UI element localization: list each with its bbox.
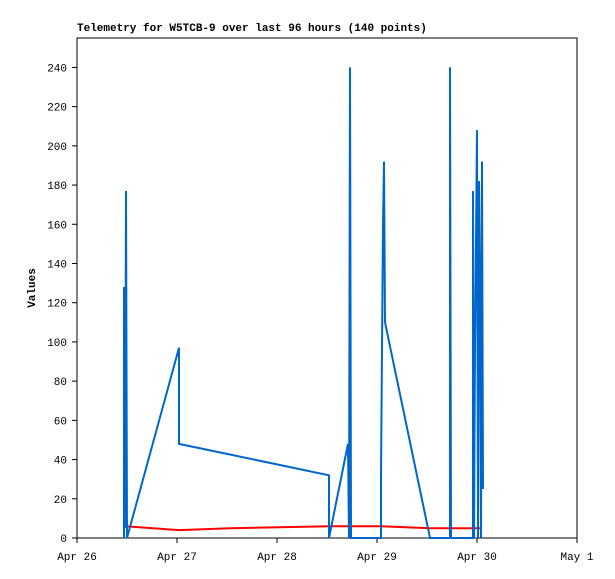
y-tick-label: 140: [47, 259, 67, 271]
y-tick-label: 120: [47, 299, 67, 311]
x-tick-label: Apr 26: [57, 552, 97, 564]
y-tick-label: 80: [54, 377, 67, 389]
plot-frame: [76, 37, 578, 539]
x-tick-label: May 1: [560, 552, 593, 564]
x-tick-label: Apr 27: [157, 552, 197, 564]
y-tick-label: 0: [60, 534, 67, 546]
x-tick-label: Apr 28: [257, 552, 297, 564]
y-tick-label: 220: [47, 103, 67, 115]
y-tick-label: 200: [47, 142, 67, 154]
y-tick-label: 60: [54, 416, 67, 428]
x-tick-label: Apr 30: [457, 552, 497, 564]
y-axis-label: Values: [27, 268, 39, 308]
y-tick-label: 160: [47, 220, 67, 232]
y-tick-label: 240: [47, 63, 67, 75]
x-tick-label: Apr 29: [357, 552, 397, 564]
y-tick-label: 100: [47, 338, 67, 350]
y-tick-label: 40: [54, 456, 67, 468]
y-tick-label: 20: [54, 495, 67, 507]
y-tick-label: 180: [47, 181, 67, 193]
data-line: [123, 67, 484, 539]
chart-title: Telemetry for W5TCB-9 over last 96 hours…: [77, 23, 427, 35]
